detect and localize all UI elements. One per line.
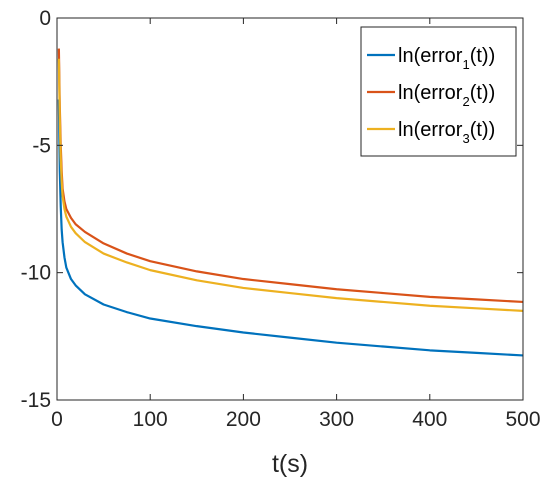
series-line-1 — [57, 99, 524, 357]
x-tick-label: 0 — [51, 408, 63, 431]
x-axis-label: t(s) — [272, 450, 308, 478]
x-tick-label: 100 — [133, 408, 168, 431]
axes-box — [56, 17, 524, 401]
legend: ln(error1(t)) ln(error2(t)) ln(error3(t)) — [360, 26, 517, 157]
legend-entry-1: ln(error1(t)) — [398, 45, 495, 72]
y-tick-label: 0 — [39, 7, 51, 30]
legend-entry-3: ln(error3(t)) — [398, 119, 495, 146]
legend-entry-2: ln(error2(t)) — [398, 82, 495, 109]
x-tick-label: 400 — [412, 408, 447, 431]
y-tick-label: -5 — [32, 134, 51, 157]
ticks-layer: 0 100 200 300 400 500 0 -5 -10 -15 — [21, 7, 541, 431]
x-tick-label: 300 — [319, 408, 354, 431]
y-tick-label: -15 — [21, 389, 51, 412]
y-tick-label: -10 — [21, 262, 51, 285]
series-layer — [57, 48, 524, 357]
x-tick-label: 500 — [505, 408, 540, 431]
series-line-3 — [57, 58, 524, 312]
x-tick-label: 200 — [226, 408, 261, 431]
axes-layer — [56, 17, 524, 401]
